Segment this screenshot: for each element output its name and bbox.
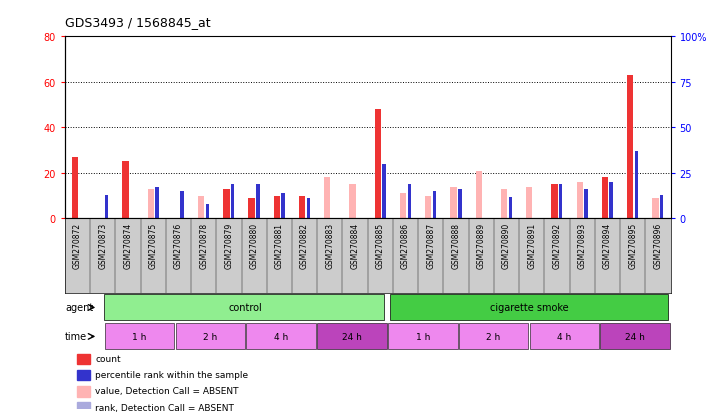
Bar bbox=[249, 198, 255, 219]
Text: 4 h: 4 h bbox=[274, 332, 288, 341]
Text: GSM270890: GSM270890 bbox=[502, 223, 511, 269]
Text: 24 h: 24 h bbox=[342, 332, 362, 341]
Bar bbox=[425, 196, 431, 219]
Bar bbox=[77, 370, 90, 380]
Text: GSM270884: GSM270884 bbox=[350, 223, 360, 268]
FancyBboxPatch shape bbox=[176, 324, 245, 349]
Text: GSM270876: GSM270876 bbox=[174, 223, 183, 269]
Bar bbox=[256, 184, 260, 219]
FancyBboxPatch shape bbox=[529, 324, 599, 349]
Bar bbox=[72, 157, 78, 219]
Text: GSM270888: GSM270888 bbox=[451, 223, 461, 268]
Bar bbox=[205, 204, 209, 219]
Bar bbox=[559, 184, 562, 219]
Bar bbox=[155, 188, 159, 219]
Text: 1 h: 1 h bbox=[133, 332, 147, 341]
Text: 1 h: 1 h bbox=[415, 332, 430, 341]
Text: GDS3493 / 1568845_at: GDS3493 / 1568845_at bbox=[65, 16, 211, 29]
Text: 24 h: 24 h bbox=[625, 332, 645, 341]
Bar bbox=[350, 185, 355, 219]
Text: GSM270872: GSM270872 bbox=[73, 223, 82, 268]
Text: GSM270879: GSM270879 bbox=[224, 223, 234, 269]
Bar bbox=[123, 162, 128, 219]
Text: GSM270874: GSM270874 bbox=[123, 223, 133, 269]
Text: percentile rank within the sample: percentile rank within the sample bbox=[95, 370, 248, 379]
Text: count: count bbox=[95, 354, 121, 363]
Bar bbox=[508, 197, 512, 219]
Bar bbox=[77, 403, 90, 413]
Bar bbox=[552, 185, 557, 219]
FancyBboxPatch shape bbox=[317, 324, 386, 349]
Bar bbox=[299, 196, 305, 219]
Bar bbox=[274, 196, 280, 219]
Bar bbox=[77, 386, 90, 397]
Text: GSM270875: GSM270875 bbox=[149, 223, 158, 269]
Bar bbox=[224, 189, 229, 219]
Bar bbox=[660, 195, 663, 219]
Text: GSM270885: GSM270885 bbox=[376, 223, 385, 268]
Text: control: control bbox=[229, 303, 262, 313]
Text: GSM270896: GSM270896 bbox=[653, 223, 663, 269]
Bar bbox=[577, 183, 583, 219]
Bar bbox=[105, 195, 108, 219]
Text: 4 h: 4 h bbox=[557, 332, 572, 341]
Text: agent: agent bbox=[65, 303, 93, 313]
Bar bbox=[584, 190, 588, 219]
Text: rank, Detection Call = ABSENT: rank, Detection Call = ABSENT bbox=[95, 403, 234, 412]
Bar bbox=[602, 178, 608, 219]
Bar bbox=[627, 76, 633, 219]
FancyBboxPatch shape bbox=[459, 324, 528, 349]
Text: GSM270883: GSM270883 bbox=[325, 223, 335, 268]
Bar bbox=[400, 194, 406, 219]
Text: GSM270881: GSM270881 bbox=[275, 223, 284, 268]
Bar bbox=[281, 193, 285, 219]
FancyBboxPatch shape bbox=[105, 324, 174, 349]
Bar bbox=[324, 178, 330, 219]
Text: GSM270891: GSM270891 bbox=[527, 223, 536, 268]
Text: GSM270878: GSM270878 bbox=[199, 223, 208, 268]
Bar bbox=[501, 189, 507, 219]
Text: time: time bbox=[65, 332, 87, 342]
Bar bbox=[653, 198, 658, 219]
Bar bbox=[407, 184, 411, 219]
Bar bbox=[148, 189, 154, 219]
Bar bbox=[609, 183, 613, 219]
Text: GSM270894: GSM270894 bbox=[603, 223, 612, 269]
Bar bbox=[634, 152, 638, 219]
FancyBboxPatch shape bbox=[601, 324, 670, 349]
FancyBboxPatch shape bbox=[105, 295, 384, 320]
Bar bbox=[458, 190, 461, 219]
Bar bbox=[306, 199, 310, 219]
Text: GSM270886: GSM270886 bbox=[401, 223, 410, 268]
Bar bbox=[433, 192, 436, 219]
Bar bbox=[198, 196, 204, 219]
Text: GSM270887: GSM270887 bbox=[426, 223, 435, 268]
Bar bbox=[180, 192, 184, 219]
Text: GSM270889: GSM270889 bbox=[477, 223, 486, 268]
FancyBboxPatch shape bbox=[388, 324, 458, 349]
Text: GSM270892: GSM270892 bbox=[552, 223, 562, 268]
Bar bbox=[375, 110, 381, 219]
Text: cigarette smoke: cigarette smoke bbox=[490, 303, 568, 313]
Text: GSM270893: GSM270893 bbox=[578, 223, 587, 269]
Bar bbox=[526, 187, 532, 219]
Text: GSM270882: GSM270882 bbox=[300, 223, 309, 268]
Bar bbox=[476, 171, 482, 219]
Text: GSM270895: GSM270895 bbox=[628, 223, 637, 269]
Text: GSM270873: GSM270873 bbox=[98, 223, 107, 269]
Bar bbox=[77, 354, 90, 364]
Text: 2 h: 2 h bbox=[203, 332, 218, 341]
Bar bbox=[231, 184, 234, 219]
Text: 2 h: 2 h bbox=[487, 332, 500, 341]
Text: GSM270880: GSM270880 bbox=[249, 223, 259, 268]
Bar bbox=[382, 164, 386, 219]
Bar bbox=[451, 187, 456, 219]
FancyBboxPatch shape bbox=[391, 295, 668, 320]
FancyBboxPatch shape bbox=[247, 324, 316, 349]
Text: value, Detection Call = ABSENT: value, Detection Call = ABSENT bbox=[95, 387, 239, 395]
